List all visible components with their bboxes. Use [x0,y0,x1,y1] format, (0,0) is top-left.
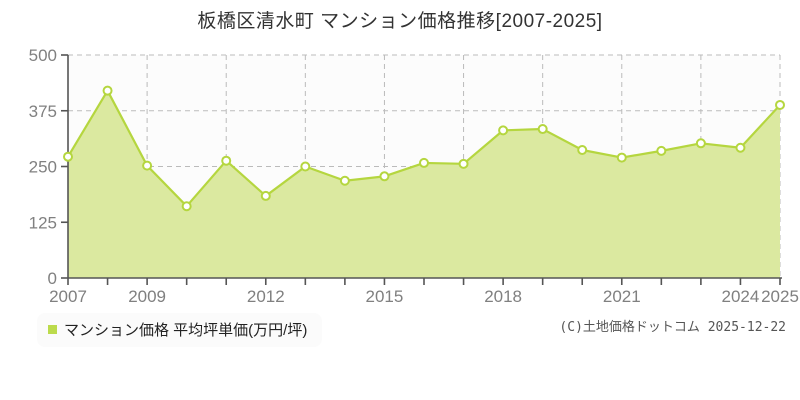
chart-title: 板橋区清水町 マンション価格推移[2007-2025] [197,11,603,32]
legend: マンション価格 平均坪単価(万円/坪) [38,314,322,346]
data-point-marker[interactable] [260,190,271,201]
y-tick-label: 250 [29,158,57,177]
data-point-marker[interactable] [577,144,588,155]
data-point-marker[interactable] [537,124,548,135]
y-tick-label: 0 [48,269,57,288]
x-tick-label: 2007 [49,287,87,306]
data-point-marker[interactable] [181,201,192,212]
data-point-marker[interactable] [656,145,667,156]
data-point-markers [63,85,785,212]
legend-swatch-icon [48,325,57,334]
x-tick-label: 2024 [722,287,760,306]
area-series [68,90,780,279]
y-axis-labels: 0 125 250 375 500 [29,46,57,288]
data-point-marker[interactable] [419,157,429,168]
data-point-marker[interactable] [379,171,390,182]
x-tick-label: 2012 [247,287,285,306]
data-point-marker[interactable] [63,151,73,162]
y-tick-label: 125 [29,213,57,232]
data-point-marker[interactable] [221,155,232,166]
data-point-marker[interactable] [498,125,509,136]
data-point-marker[interactable] [102,85,113,96]
data-point-marker[interactable] [339,175,350,186]
x-axis-labels: 2007 2009 2012 2015 2018 2021 2024 2025 [49,287,799,306]
data-point-marker[interactable] [735,142,746,153]
legend-label: マンション価格 平均坪単価(万円/坪) [64,322,308,339]
data-point-marker[interactable] [458,158,469,169]
tick-marks [61,54,781,285]
x-tick-label: 2009 [128,287,166,306]
copyright-note: (C)土地価格ドットコム 2025-12-22 [559,320,786,335]
data-point-marker[interactable] [616,152,627,163]
x-tick-label: 2018 [484,287,522,306]
data-point-marker[interactable] [142,160,153,171]
y-tick-label: 375 [29,102,57,121]
data-point-marker[interactable] [300,161,311,172]
x-tick-label: 2025 [761,287,799,306]
x-tick-label: 2015 [366,287,404,306]
data-point-marker[interactable] [695,138,706,149]
data-point-marker[interactable] [775,99,785,110]
x-tick-label: 2021 [603,287,641,306]
y-tick-label: 500 [29,46,57,65]
